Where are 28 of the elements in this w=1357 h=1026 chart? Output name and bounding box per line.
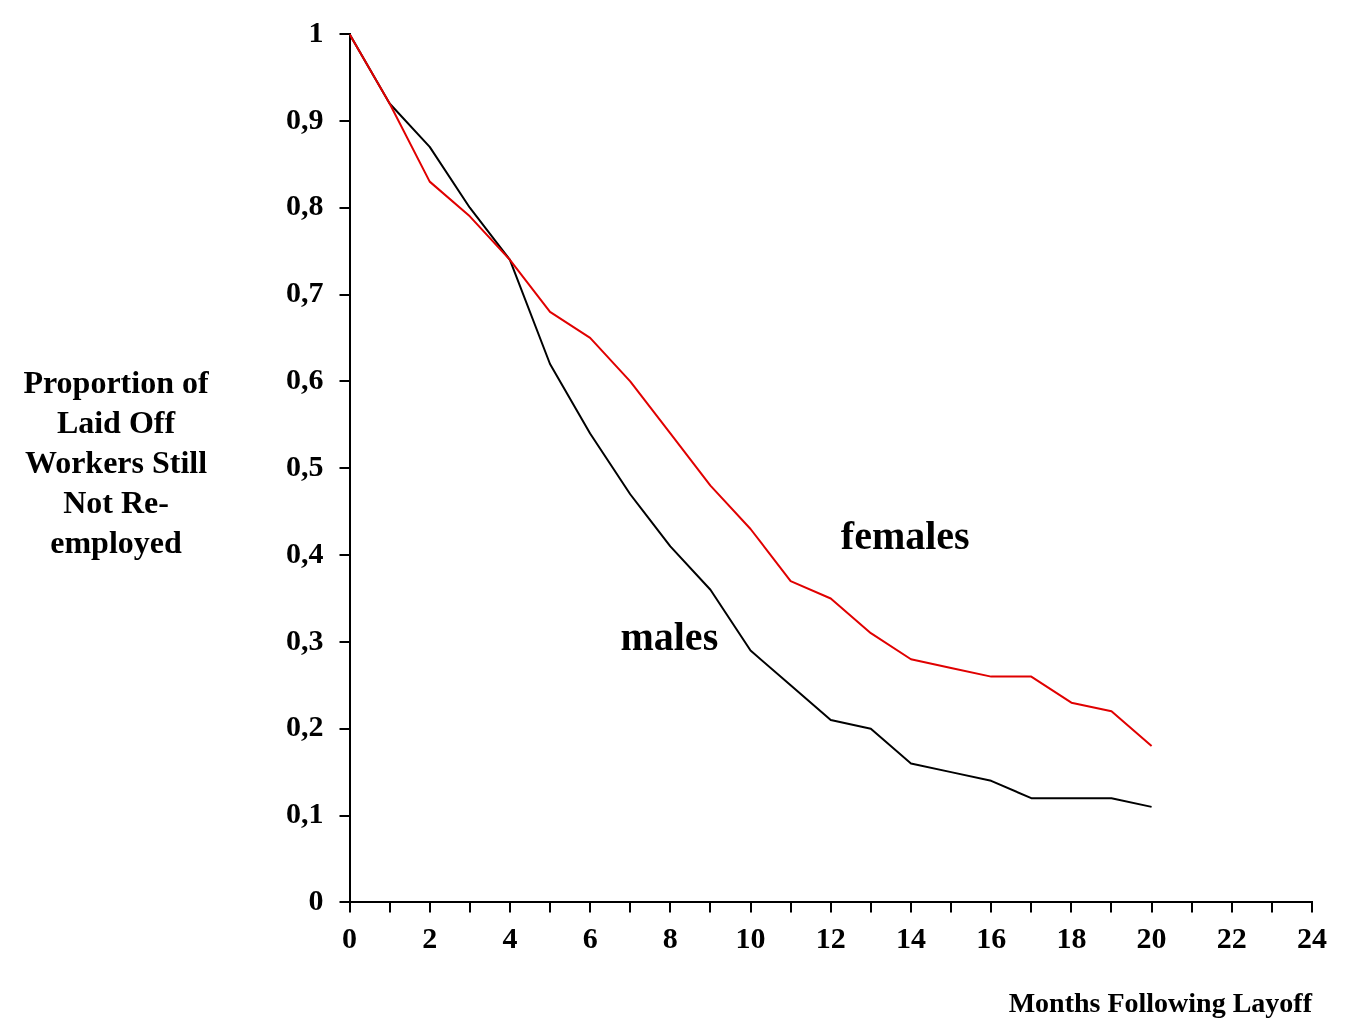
x-tick-label: 0 [342, 921, 357, 955]
y-tick-label: 0,8 [286, 188, 324, 222]
x-tick-label: 6 [582, 921, 598, 955]
x-axis-title: Months Following Layoff [1008, 987, 1313, 1019]
x-tick-label: 10 [735, 921, 766, 955]
x-tick-label: 4 [502, 921, 518, 955]
x-tick-label: 2 [422, 921, 438, 955]
y-axis-title: Proportion of Laid Off Workers Still Not Re-employed [22, 363, 210, 562]
y-tick-label: 0,2 [286, 709, 324, 743]
series-label: males [620, 614, 719, 660]
y-tick-label: 0,1 [286, 796, 324, 830]
x-tick-label: 18 [1056, 921, 1087, 955]
x-tick-label: 24 [1297, 921, 1327, 955]
x-tick-label: 14 [895, 921, 926, 955]
y-tick-label: 0,9 [286, 101, 324, 135]
series-label: females [840, 512, 970, 558]
y-tick-label: 0,7 [286, 275, 324, 309]
y-tick-label: 0,4 [286, 535, 324, 569]
x-tick-label: 16 [976, 921, 1007, 955]
y-tick-label: 0,5 [286, 448, 324, 482]
x-tick-label: 8 [662, 921, 678, 955]
x-tick-label: 20 [1136, 921, 1167, 955]
y-tick-label: 0,6 [286, 362, 324, 396]
y-tick-label: 0,3 [286, 622, 324, 656]
x-tick-label: 12 [815, 921, 846, 955]
y-tick-label: 0 [308, 883, 324, 917]
x-tick-label: 22 [1216, 921, 1247, 955]
y-tick-label: 1 [308, 14, 324, 48]
